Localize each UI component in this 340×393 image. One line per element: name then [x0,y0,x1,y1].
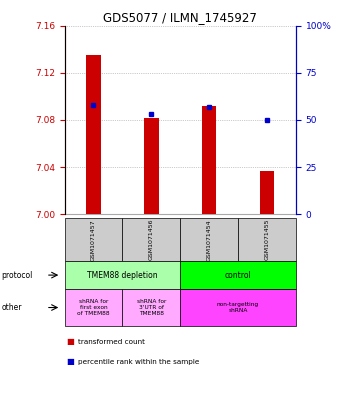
Text: GSM1071455: GSM1071455 [265,219,269,261]
Text: shRNA for
first exon
of TMEM88: shRNA for first exon of TMEM88 [77,299,110,316]
Bar [144,118,158,214]
Text: TMEM88 depletion: TMEM88 depletion [87,271,158,279]
Text: non-targetting
shRNA: non-targetting shRNA [217,302,259,313]
Text: GSM1071456: GSM1071456 [149,219,154,261]
Text: control: control [225,271,251,279]
Text: percentile rank within the sample: percentile rank within the sample [78,358,200,365]
Text: other: other [2,303,22,312]
Text: ■: ■ [66,357,74,366]
Text: ■: ■ [66,338,74,346]
Text: GSM1071457: GSM1071457 [91,219,96,261]
Text: protocol: protocol [2,271,33,279]
Text: GSM1071454: GSM1071454 [207,219,211,261]
Text: transformed count: transformed count [78,339,145,345]
Bar [202,106,216,214]
Text: shRNA for
3'UTR of
TMEM88: shRNA for 3'UTR of TMEM88 [137,299,166,316]
Title: GDS5077 / ILMN_1745927: GDS5077 / ILMN_1745927 [103,11,257,24]
Bar [260,171,274,214]
Bar [86,55,101,214]
